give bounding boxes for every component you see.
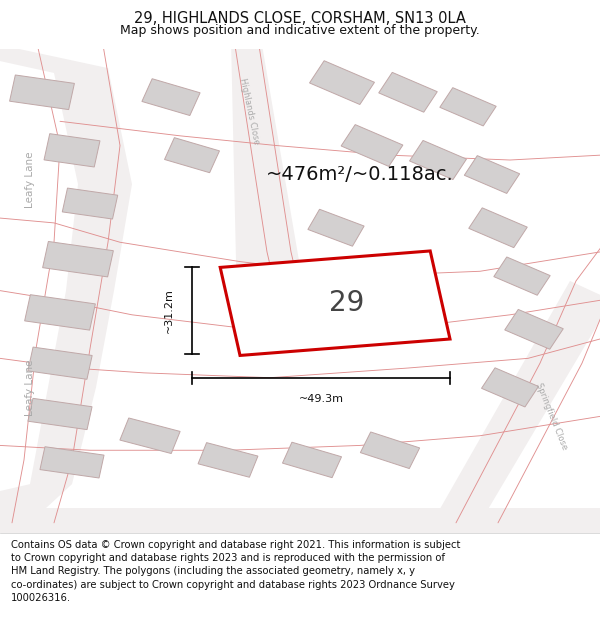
Text: Highlands Close: Highlands Close [238,78,260,146]
Polygon shape [464,156,520,193]
Polygon shape [432,281,600,523]
Polygon shape [28,347,92,379]
Polygon shape [440,88,496,126]
Polygon shape [120,418,180,454]
Text: Contains OS data © Crown copyright and database right 2021. This information is : Contains OS data © Crown copyright and d… [11,540,460,602]
Polygon shape [0,39,132,532]
Polygon shape [410,141,466,179]
Polygon shape [25,294,95,330]
Polygon shape [220,251,450,356]
Polygon shape [283,442,341,478]
Text: Springfield Close: Springfield Close [535,382,569,451]
Polygon shape [43,241,113,277]
Polygon shape [310,61,374,104]
Polygon shape [44,134,100,167]
Polygon shape [231,39,300,305]
Polygon shape [0,508,600,532]
Text: 29: 29 [329,289,365,318]
Polygon shape [164,138,220,172]
Polygon shape [494,257,550,295]
Polygon shape [379,72,437,112]
Polygon shape [142,79,200,116]
Polygon shape [469,208,527,248]
Text: ~49.3m: ~49.3m [299,394,343,404]
Polygon shape [341,124,403,166]
Polygon shape [482,368,538,407]
Text: Leafy Lane: Leafy Lane [25,359,35,416]
Polygon shape [505,309,563,349]
Text: ~31.2m: ~31.2m [164,288,174,333]
Polygon shape [308,209,364,246]
Polygon shape [334,264,386,298]
Text: 29, HIGHLANDS CLOSE, CORSHAM, SN13 0LA: 29, HIGHLANDS CLOSE, CORSHAM, SN13 0LA [134,11,466,26]
Text: Map shows position and indicative extent of the property.: Map shows position and indicative extent… [120,24,480,36]
Text: ~476m²/~0.118ac.: ~476m²/~0.118ac. [266,165,454,184]
Polygon shape [198,442,258,478]
Polygon shape [361,432,419,469]
Polygon shape [62,188,118,219]
Text: Leafy Lane: Leafy Lane [25,151,35,208]
Polygon shape [40,447,104,478]
Polygon shape [28,398,92,429]
Polygon shape [10,75,74,109]
